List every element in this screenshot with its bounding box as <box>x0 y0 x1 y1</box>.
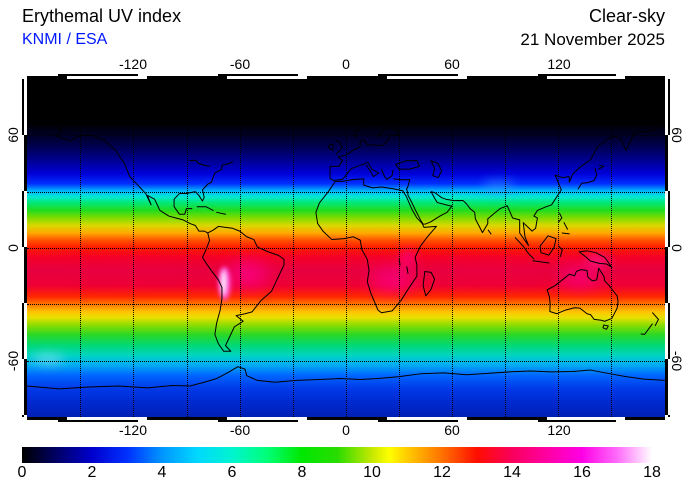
uv-colorbar <box>22 447 652 463</box>
lon-tick-bottom: 120 <box>547 422 571 438</box>
colorbar-tick: 10 <box>363 464 381 481</box>
coast-north-america <box>52 122 233 233</box>
gridline-parallel <box>27 361 665 362</box>
coast-japan-philippines <box>559 165 604 234</box>
coast-asia <box>403 103 665 246</box>
gridline-parallel <box>27 135 665 136</box>
data-source-label: KNMI / ESA <box>22 31 108 48</box>
map-frame-bottom <box>27 417 665 422</box>
colorbar-tick: 6 <box>227 464 237 481</box>
coastlines <box>27 103 665 389</box>
page-title: Erythemal UV index <box>22 6 182 26</box>
lat-tick-left: 0 <box>5 244 21 252</box>
lon-tick-top: 60 <box>444 56 460 72</box>
lat-tick-right: 0 <box>669 244 685 252</box>
gridline-parallel <box>27 304 665 305</box>
gridline-parallel <box>27 248 665 249</box>
coast-antarctica <box>27 367 665 389</box>
lat-tick-right: 60 <box>669 127 685 143</box>
colorbar-tick: 16 <box>573 464 591 481</box>
lon-tick-bottom: -60 <box>229 422 251 438</box>
colorbar-tick: 14 <box>503 464 521 481</box>
map-date-label: 21 November 2025 <box>520 30 665 49</box>
map-frame-left <box>22 79 27 417</box>
world-uv-heatmap <box>27 79 665 417</box>
map-frame-right <box>665 79 670 417</box>
uv-hotspots <box>32 180 611 364</box>
colorbar-tick: 8 <box>297 464 307 481</box>
lon-tick-bottom: 60 <box>444 422 460 438</box>
coast-australia <box>547 268 658 334</box>
lon-tick-top: -120 <box>118 56 148 72</box>
lon-tick-bottom: -120 <box>118 422 148 438</box>
colorbar-tick: 4 <box>157 464 167 481</box>
lon-tick-top: -60 <box>229 56 251 72</box>
lon-tick-bottom: 0 <box>342 422 350 438</box>
lat-tick-right: -60 <box>669 350 685 372</box>
lat-tick-left: 60 <box>5 127 21 143</box>
colorbar-tick: 2 <box>87 464 97 481</box>
lat-tick-left: -60 <box>5 350 21 372</box>
lon-tick-top: 0 <box>342 56 350 72</box>
coast-south-america <box>202 226 284 351</box>
coast-indonesia-newguinea <box>515 236 612 268</box>
colorbar-tick: 18 <box>643 464 661 481</box>
gridline-parallel <box>27 192 665 193</box>
tibet-patch <box>482 180 515 194</box>
colorbar-tick: 0 <box>17 464 27 481</box>
lon-tick-top: 120 <box>547 56 571 72</box>
sky-condition-label: Clear-sky <box>588 6 665 26</box>
coast-europe <box>328 115 419 190</box>
colorbar-tick: 12 <box>433 464 451 481</box>
coast-africa <box>316 179 437 313</box>
map-frame-top <box>27 74 665 79</box>
